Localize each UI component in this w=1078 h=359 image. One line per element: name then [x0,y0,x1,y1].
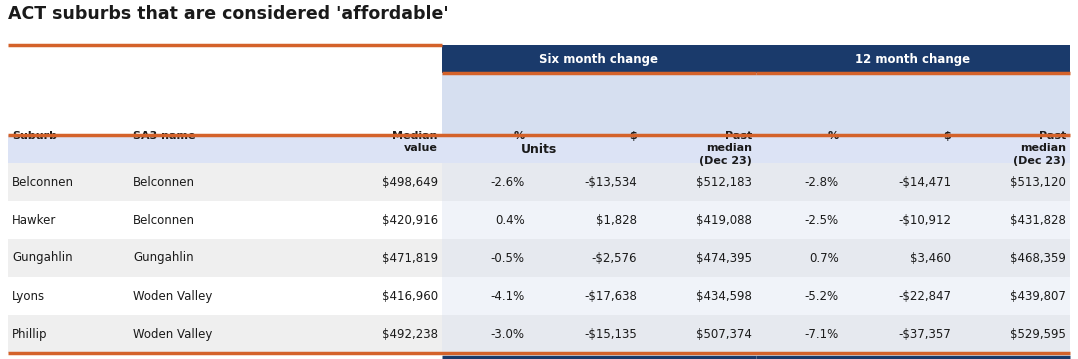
Text: $: $ [630,131,637,141]
Text: 0.4%: 0.4% [495,214,525,227]
Text: $513,120: $513,120 [1010,176,1066,188]
Text: Belconnen: Belconnen [12,176,74,188]
Text: -$14,471: -$14,471 [898,176,951,188]
Text: -7.1%: -7.1% [804,327,839,340]
Bar [756,201,1070,239]
Bar [8,239,1070,277]
Bar [8,135,1070,163]
Text: Lyons: Lyons [12,289,45,303]
Bar [442,315,756,353]
Bar [8,277,1070,315]
Bar [442,73,756,135]
Text: -2.5%: -2.5% [804,214,839,227]
Text: $498,649: $498,649 [382,176,438,188]
Text: $512,183: $512,183 [696,176,752,188]
Bar [8,201,1070,239]
Text: Suburb: Suburb [12,131,57,141]
Bar [756,277,1070,315]
Text: -4.1%: -4.1% [490,289,525,303]
Text: ACT suburbs that are considered 'affordable': ACT suburbs that are considered 'afforda… [8,5,448,23]
Text: $529,595: $529,595 [1010,327,1066,340]
Bar [756,45,1070,73]
Text: Six month change: Six month change [539,52,659,65]
Text: $420,916: $420,916 [382,214,438,227]
Text: -$2,576: -$2,576 [592,252,637,265]
Text: -2.8%: -2.8% [804,176,839,188]
Text: -0.5%: -0.5% [490,252,525,265]
Text: $1,828: $1,828 [596,214,637,227]
Bar [442,239,756,277]
Bar [8,73,442,135]
Text: -$10,912: -$10,912 [898,214,951,227]
Text: $416,960: $416,960 [382,289,438,303]
Text: $434,598: $434,598 [696,289,752,303]
Bar [442,45,756,73]
Text: -2.6%: -2.6% [490,176,525,188]
Bar [8,315,1070,353]
Text: %: % [828,131,839,141]
Text: -5.2%: -5.2% [804,289,839,303]
Text: $419,088: $419,088 [696,214,752,227]
Text: $: $ [943,131,951,141]
Text: %: % [513,131,525,141]
Text: Phillip: Phillip [12,327,47,340]
Text: $439,807: $439,807 [1010,289,1066,303]
Bar [8,163,1070,201]
Text: 12 month change: 12 month change [856,52,970,65]
Text: -$17,638: -$17,638 [584,289,637,303]
Text: $474,395: $474,395 [696,252,752,265]
Text: Belconnen: Belconnen [134,176,195,188]
Bar [756,163,1070,201]
Text: $471,819: $471,819 [382,252,438,265]
Text: $468,359: $468,359 [1010,252,1066,265]
Text: Woden Valley: Woden Valley [134,327,212,340]
Text: -$37,357: -$37,357 [898,327,951,340]
Text: Woden Valley: Woden Valley [134,289,212,303]
Text: Units: Units [521,143,557,155]
Text: Belconnen: Belconnen [134,214,195,227]
Text: Gungahlin: Gungahlin [134,252,194,265]
Bar [442,201,756,239]
Text: $431,828: $431,828 [1010,214,1066,227]
Text: -$22,847: -$22,847 [898,289,951,303]
Bar [442,277,756,315]
Text: $492,238: $492,238 [382,327,438,340]
Text: SA3 name: SA3 name [134,131,196,141]
Text: Past
median
(Dec 23): Past median (Dec 23) [1013,131,1066,166]
Bar [442,163,756,201]
Text: $3,460: $3,460 [910,252,951,265]
Bar [756,73,1070,135]
Text: Hawker: Hawker [12,214,56,227]
Text: Gungahlin: Gungahlin [12,252,72,265]
Text: -3.0%: -3.0% [490,327,525,340]
Text: -$13,534: -$13,534 [584,176,637,188]
Text: 0.7%: 0.7% [810,252,839,265]
Text: Median
value: Median value [392,131,438,153]
Bar [756,315,1070,353]
Bar [756,239,1070,277]
Text: Past
median
(Dec 23): Past median (Dec 23) [700,131,752,166]
Text: $507,374: $507,374 [696,327,752,340]
Text: -$15,135: -$15,135 [584,327,637,340]
